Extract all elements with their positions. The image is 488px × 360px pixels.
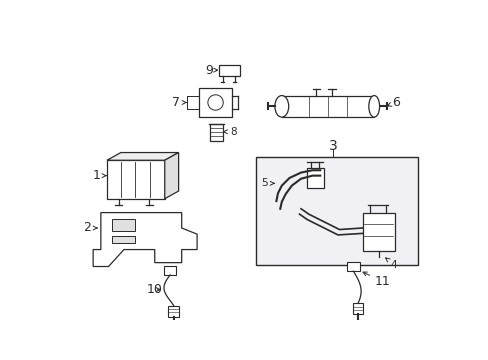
Text: 10: 10 — [146, 283, 163, 296]
Bar — [346, 262, 359, 271]
Text: 9: 9 — [205, 64, 217, 77]
Bar — [168, 306, 179, 316]
Bar — [112, 236, 135, 243]
Bar — [306, 168, 324, 188]
Text: 3: 3 — [328, 139, 337, 153]
Bar — [210, 124, 222, 141]
Text: 7: 7 — [172, 96, 186, 109]
Bar — [112, 219, 135, 231]
Bar — [199, 88, 231, 117]
Bar — [352, 303, 363, 314]
Polygon shape — [93, 213, 197, 266]
Text: 2: 2 — [83, 221, 97, 234]
Ellipse shape — [207, 95, 223, 110]
Bar — [281, 95, 373, 117]
Bar — [256, 157, 417, 265]
Polygon shape — [107, 153, 178, 160]
Bar — [107, 160, 164, 199]
Bar — [163, 266, 176, 275]
Bar — [218, 65, 240, 76]
Text: 5: 5 — [261, 178, 274, 188]
Ellipse shape — [368, 95, 379, 117]
Text: 4: 4 — [385, 258, 397, 270]
Polygon shape — [164, 153, 178, 199]
Text: 1: 1 — [92, 169, 106, 182]
Text: 6: 6 — [386, 96, 399, 109]
Ellipse shape — [274, 95, 288, 117]
Text: 8: 8 — [223, 127, 236, 137]
Text: 11: 11 — [362, 272, 390, 288]
Bar — [362, 213, 394, 251]
